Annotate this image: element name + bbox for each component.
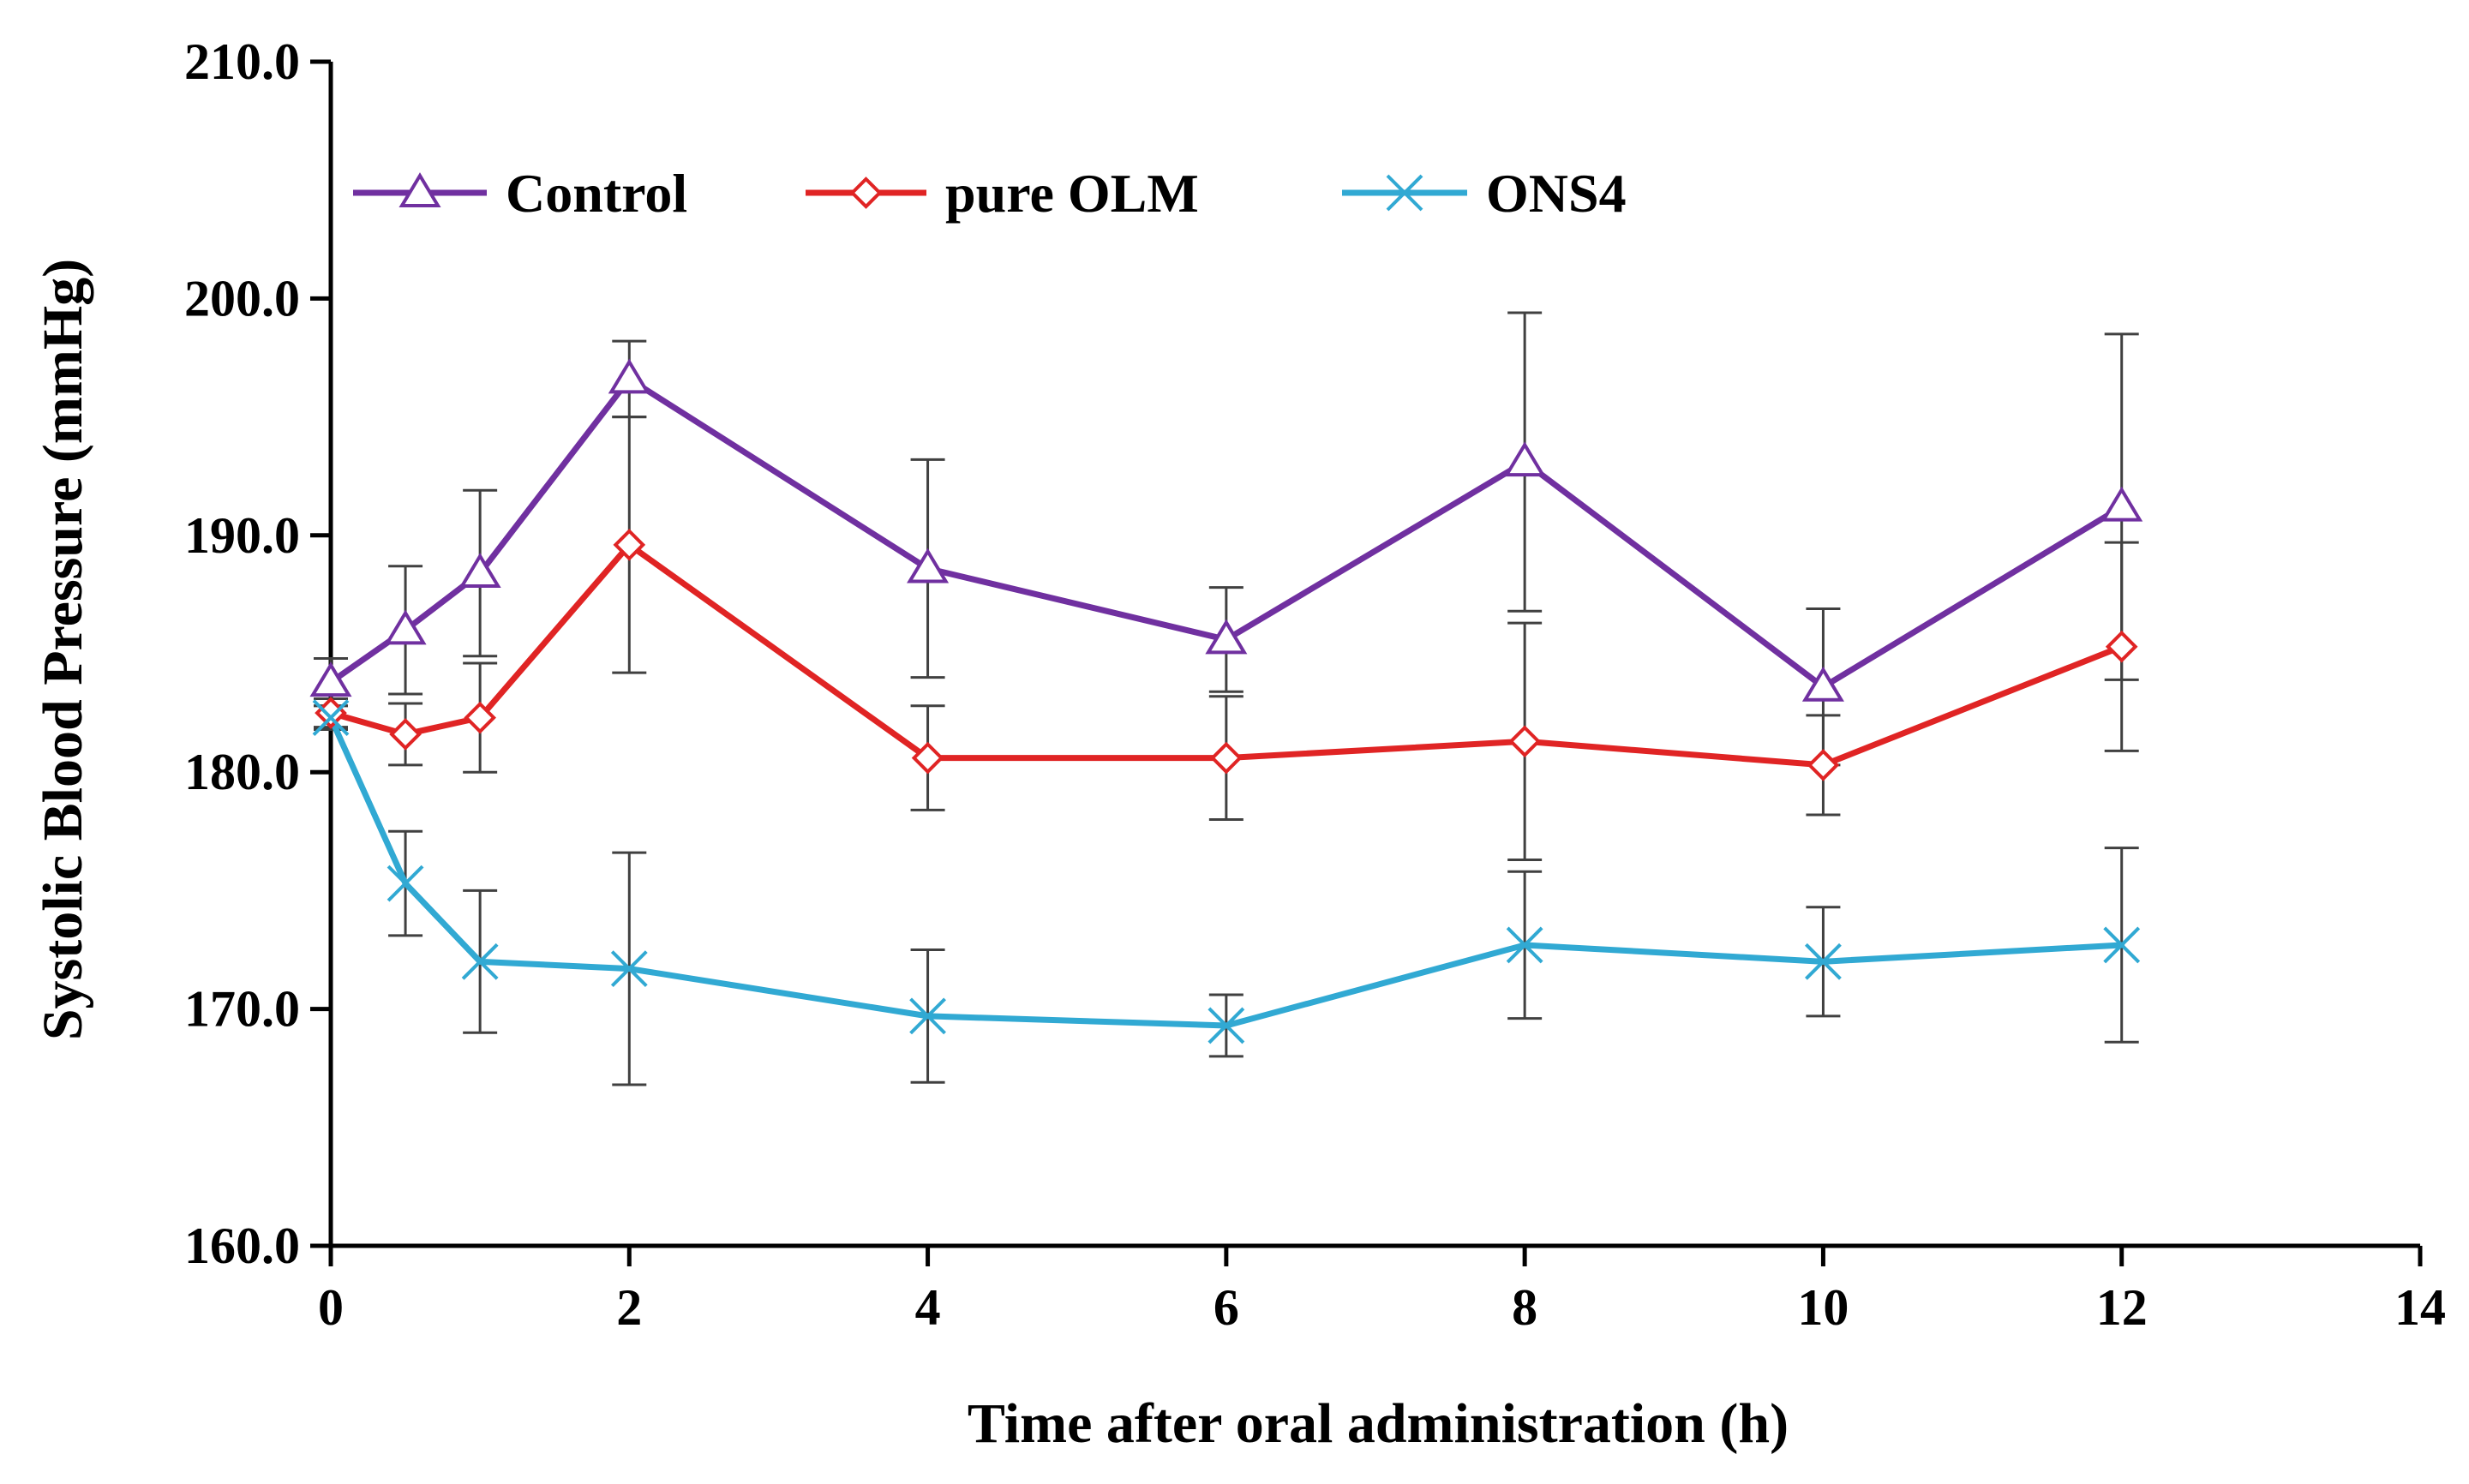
x-axis-title: Time after oral administration (h)	[968, 1392, 1789, 1455]
y-tick-label: 160.0	[184, 1218, 300, 1274]
ons4-data-point	[1506, 926, 1543, 964]
legend: Control pure OLM ONS4	[353, 163, 1627, 224]
pure-olm-data-point	[1807, 749, 1840, 781]
ons4-data-point	[461, 942, 499, 980]
pure-olm-data-point	[464, 701, 496, 734]
axes: 160.0 170.0 180.0 190.0 200.0 210.0 0 2 4 6 8 10 12 1…	[184, 33, 2446, 1336]
control-data-point	[1205, 619, 1248, 655]
legend-entry-control: Control	[353, 163, 687, 224]
x-tick-label: 4	[915, 1279, 941, 1336]
pure-olm-data-point	[1508, 725, 1541, 758]
legend-entry-pure-olm: pure OLM	[806, 163, 1199, 224]
control-data-point	[1801, 666, 1844, 702]
pure-olm-data-point	[1210, 741, 1243, 775]
error-bars	[314, 311, 2139, 1086]
x-tick-label: 12	[2096, 1279, 2148, 1336]
x-tick-label: 0	[318, 1279, 344, 1336]
x-tick-label: 6	[1214, 1279, 1239, 1336]
legend-entry-ons4: ONS4	[1342, 163, 1627, 224]
pure-olm-data-point	[389, 718, 422, 751]
pure-olm-data-point	[613, 529, 646, 561]
series-markers	[309, 358, 2143, 1044]
y-tick-label: 170.0	[184, 981, 300, 1038]
ons4-data-point	[1208, 1007, 1245, 1044]
pure-olm-data-point	[911, 741, 944, 775]
legend-marker	[399, 172, 441, 207]
control-data-point	[907, 548, 950, 583]
y-tick-label: 200.0	[184, 270, 300, 326]
ons4-data-point	[610, 950, 648, 988]
pure-olm-data-point	[2105, 630, 2138, 663]
legend-label: pure OLM	[945, 163, 1199, 224]
pure-olm-data-point	[315, 697, 347, 729]
x-tick-label: 2	[616, 1279, 642, 1336]
legend-label: Control	[506, 163, 687, 224]
ons4-data-point	[1805, 942, 1842, 980]
ons4-data-point	[387, 865, 424, 902]
y-tick-label: 210.0	[184, 33, 300, 90]
control-data-point	[608, 358, 650, 394]
control-data-point	[1503, 441, 1546, 477]
ons4-data-point	[312, 699, 350, 737]
x-tick-label: 14	[2394, 1279, 2446, 1336]
y-axis-title: Systolic Blood Pressure (mmHg)	[32, 259, 94, 1040]
x-tick-label: 8	[1512, 1279, 1537, 1336]
x-tick-label: 10	[1797, 1279, 1849, 1336]
y-tick-label: 180.0	[184, 744, 300, 800]
control-data-point	[458, 553, 501, 589]
y-tick-label: 190.0	[184, 507, 300, 564]
ons4-data-point	[2103, 926, 2141, 964]
ons4-data-point	[909, 997, 946, 1035]
control-data-point	[309, 661, 352, 697]
legend-marker	[849, 177, 883, 209]
control-data-point	[384, 609, 427, 645]
control-data-point	[2100, 486, 2143, 522]
legend-marker	[1386, 174, 1423, 212]
legend-label: ONS4	[1486, 163, 1627, 224]
